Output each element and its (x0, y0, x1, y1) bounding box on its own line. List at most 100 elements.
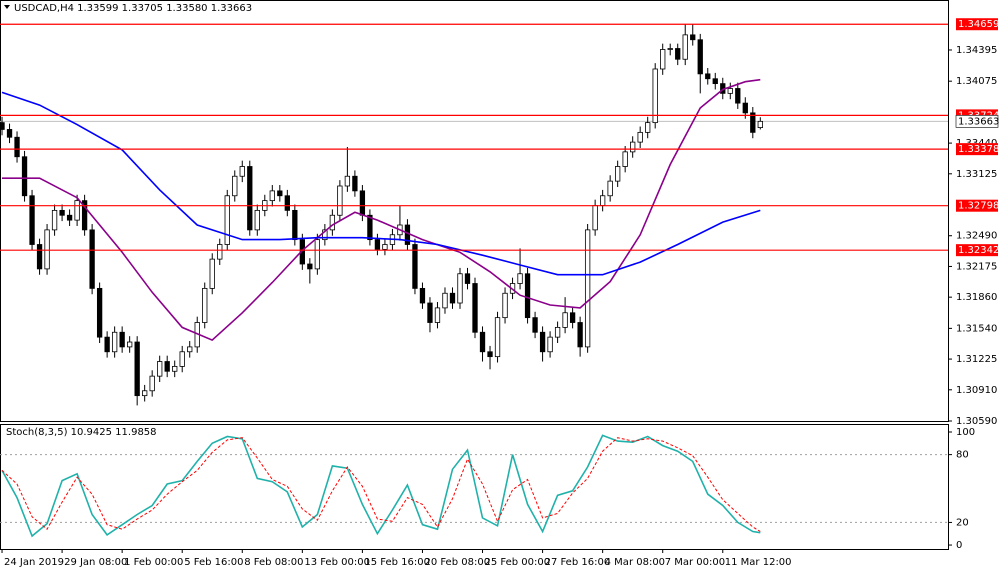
candle-body (66, 214, 73, 221)
current-price-box (955, 115, 999, 128)
indicator-line (2, 78, 761, 342)
candle-body (21, 156, 28, 197)
indicator-line (1, 437, 761, 532)
candle-body (352, 175, 358, 192)
candle-body (187, 346, 193, 353)
candle-body (172, 365, 178, 372)
x-tick-label: 24 Jan 2019 (4, 557, 64, 568)
candle-body (202, 287, 208, 323)
x-tick-label: 13 Feb 00:00 (304, 557, 370, 568)
candle-body (449, 292, 456, 304)
x-tick-label: 5 Feb 16:00 (184, 557, 243, 568)
level-label-box (956, 199, 998, 212)
candle-body (344, 175, 351, 187)
candle-body (59, 209, 65, 216)
candle-body (277, 190, 283, 197)
candle-body (247, 166, 253, 231)
candle-body (284, 195, 290, 211)
candle-body (524, 273, 531, 319)
candle-body (29, 195, 35, 245)
x-tick-label: 27 Feb 16:00 (545, 557, 611, 568)
x-tick-label: 8 Feb 08:00 (244, 557, 303, 568)
y-tick-label: 1.34395 (956, 45, 997, 56)
candle-body (292, 209, 298, 241)
x-tick-label: 4 Mar 08:00 (605, 557, 665, 568)
candle-body (577, 322, 583, 348)
candle-body (427, 302, 433, 323)
level-label-box (956, 244, 998, 257)
candle-body (374, 239, 381, 250)
x-tick-label: 1 Feb 00:00 (124, 557, 183, 568)
candle-body (652, 68, 658, 124)
y-tick-label: 1.32490 (956, 231, 997, 242)
current-price-label: 1.33663 (958, 116, 999, 127)
candle-body (757, 120, 763, 128)
candle-body (539, 331, 546, 353)
candle-body (554, 326, 561, 338)
candle-body (419, 287, 426, 304)
candle-body (217, 244, 223, 260)
candle-body (157, 361, 163, 377)
indicator-line (1, 434, 761, 538)
candle-body (337, 185, 343, 216)
level-label: 1.32798 (958, 201, 999, 212)
candle-body (622, 151, 628, 167)
candle-body (599, 195, 606, 206)
candle-body (51, 209, 58, 231)
candle-body (675, 48, 681, 60)
candle-body (645, 122, 651, 133)
candle-body (690, 34, 696, 41)
candle-body (224, 195, 230, 245)
candle-body (607, 180, 613, 197)
candle-body (179, 351, 185, 367)
candle-body (382, 244, 388, 250)
candle-body (464, 273, 471, 284)
price-panel (0, 0, 949, 422)
candle-body (584, 229, 591, 348)
indicator-line (1, 91, 761, 276)
candle-body (479, 331, 486, 353)
candle-body (269, 190, 275, 202)
candle-body (434, 307, 441, 323)
candle-body (149, 375, 155, 392)
candle-body (487, 351, 493, 358)
candle-body (239, 166, 245, 177)
y-tick-label: 20 (956, 517, 969, 528)
candle-body (517, 273, 523, 284)
candle-body (14, 136, 20, 158)
y-tick-label: 1.34075 (956, 76, 997, 87)
oscillator-panel (0, 424, 949, 550)
candle-body (562, 312, 568, 328)
candle-body (314, 239, 321, 270)
y-tick-label: 1.31860 (956, 292, 997, 303)
candle-body (142, 390, 148, 397)
candle-body (735, 88, 741, 104)
y-tick-label: 1.33125 (956, 169, 997, 180)
candle-body (630, 141, 636, 153)
y-tick-label: 1.31540 (956, 323, 997, 334)
x-tick-label: 11 Mar 12:00 (725, 557, 792, 568)
candle-body (134, 341, 140, 397)
candle-body (637, 131, 643, 143)
candle-body (359, 190, 366, 216)
candle-body (494, 317, 501, 358)
candle-body (660, 49, 666, 70)
candle-body (96, 287, 103, 338)
y-tick-label: 1.32175 (956, 261, 997, 272)
candle-body (705, 73, 711, 80)
candle-body (81, 200, 88, 231)
candle-body (502, 292, 508, 319)
dropdown-icon[interactable] (4, 5, 10, 9)
x-tick-label: 20 Feb 08:00 (424, 557, 490, 568)
candle-body (164, 361, 170, 372)
x-tick-label: 25 Feb 00:00 (485, 557, 551, 568)
y-tick-label: 80 (956, 450, 969, 461)
candle-body (209, 258, 215, 289)
candle-body (750, 112, 756, 133)
candle-body (127, 341, 133, 348)
candle-body (742, 102, 748, 114)
level-label-box (956, 143, 998, 156)
candle-body (74, 200, 80, 221)
candle-body (472, 283, 478, 333)
